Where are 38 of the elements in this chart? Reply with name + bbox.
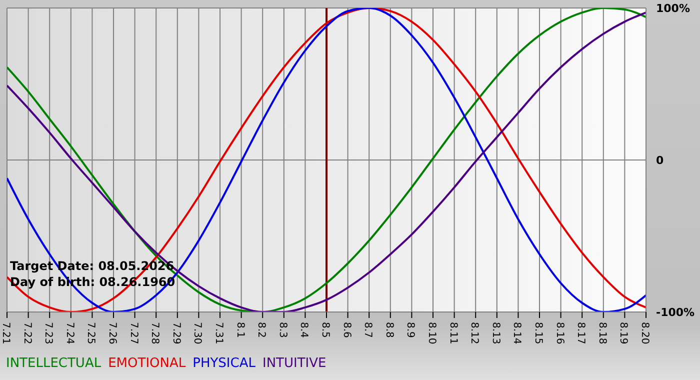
x-tick-label: 8.16 <box>554 322 565 344</box>
x-tick-label: 8.2 <box>256 322 267 338</box>
x-tick-label: 8.6 <box>340 322 352 338</box>
x-tick-label: 7.21 <box>0 322 11 344</box>
x-tick-label: 8.9 <box>404 322 416 338</box>
text: PHYSICAL <box>192 356 256 371</box>
x-tick-label: 8.5 <box>320 322 330 338</box>
x-tick-label: 8.12 <box>468 322 480 344</box>
x-tick-label: 8.3 <box>276 322 288 338</box>
x-tick-label: 8.17 <box>575 322 586 344</box>
x-tick-label: 7.22 <box>21 322 32 344</box>
x-tick-label: 7.30 <box>192 322 203 344</box>
text: INTELLECTUAL <box>6 356 102 371</box>
x-tick-label: 8.14 <box>511 322 522 344</box>
x-tick-label: 7.26 <box>106 322 118 344</box>
x-tick-label: 8.18 <box>596 322 608 344</box>
x-tick-label: 7.31 <box>213 322 224 344</box>
x-tick-label: 8.15 <box>532 322 544 344</box>
y-tick-label: -100% <box>656 306 695 319</box>
y-tick-label: 0 <box>656 154 664 167</box>
x-tick-label: 8.11 <box>447 322 458 344</box>
x-tick-label: 8.7 <box>362 322 374 338</box>
x-tick-label: 7.28 <box>149 322 160 344</box>
x-tick-label: 8.20 <box>639 322 650 344</box>
x-tick-label: 8.19 <box>618 322 629 344</box>
x-tick-label: 7.29 <box>170 322 182 344</box>
x-tick-label: 7.23 <box>42 322 54 344</box>
x-tick-label: 8.8 <box>383 322 394 338</box>
x-tick-label: 8.13 <box>490 322 501 344</box>
y-tick-label: 100% <box>656 2 690 15</box>
x-tick-label: 7.25 <box>85 322 96 344</box>
text: EMOTIONAL <box>108 356 186 371</box>
text: INTUITIVE <box>262 356 326 371</box>
x-tick-label: 8.4 <box>298 322 310 338</box>
x-tick-label: 8.1 <box>234 322 246 338</box>
x-tick-label: 8.10 <box>426 322 437 344</box>
x-tick-label: 7.27 <box>128 322 139 344</box>
x-tick-label: 7.24 <box>64 322 75 344</box>
